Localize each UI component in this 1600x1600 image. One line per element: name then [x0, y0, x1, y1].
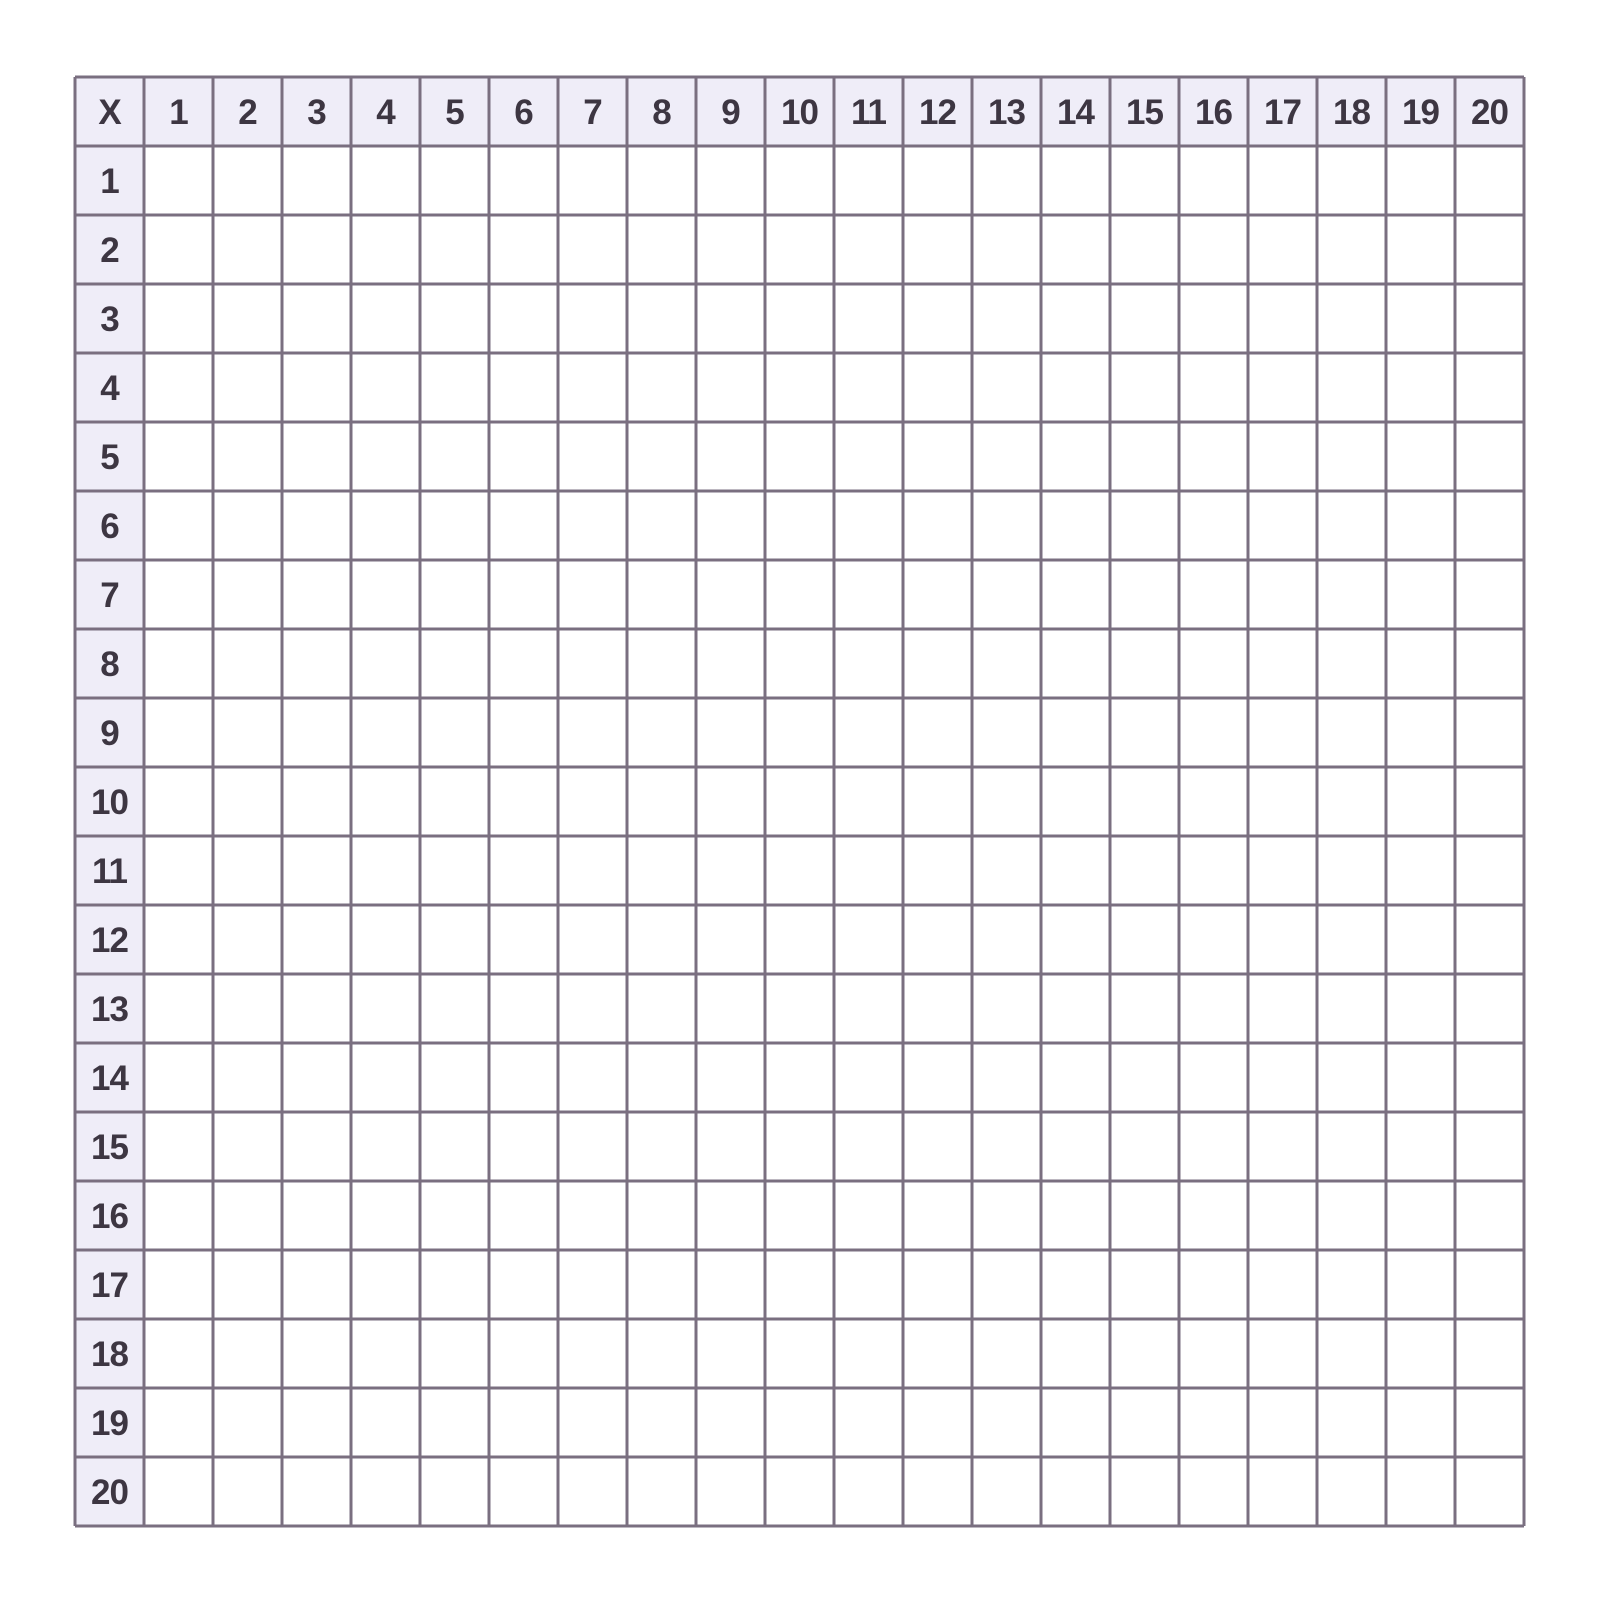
column-header: 13 — [988, 93, 1025, 132]
column-header: 4 — [376, 93, 396, 132]
row-header: 10 — [91, 783, 128, 822]
row-header: 4 — [100, 369, 120, 408]
row-header: 6 — [100, 507, 119, 546]
column-header: 17 — [1264, 93, 1301, 132]
row-header: 1 — [100, 162, 119, 201]
row-header: 9 — [100, 714, 119, 753]
header-row-bg — [75, 77, 1524, 146]
row-header: 12 — [91, 921, 128, 960]
column-header: 1 — [169, 93, 188, 132]
header-col-bg — [75, 77, 144, 1526]
row-header: 7 — [100, 576, 118, 615]
row-header: 8 — [100, 645, 119, 684]
column-header: 14 — [1057, 93, 1095, 132]
column-header: 16 — [1195, 93, 1232, 132]
row-header: 2 — [100, 231, 119, 270]
row-header: 13 — [91, 990, 128, 1029]
column-header: 19 — [1402, 93, 1439, 132]
corner-label: X — [98, 93, 122, 132]
row-header: 11 — [92, 852, 128, 891]
column-header: 9 — [721, 93, 740, 132]
column-header: 3 — [307, 93, 326, 132]
column-header: 15 — [1126, 93, 1163, 132]
row-header: 20 — [91, 1473, 128, 1512]
row-header: 5 — [100, 438, 119, 477]
column-header: 18 — [1333, 93, 1370, 132]
row-header: 17 — [91, 1266, 128, 1305]
column-header: 12 — [919, 93, 956, 132]
row-header: 14 — [91, 1059, 129, 1098]
row-header: 18 — [91, 1335, 128, 1374]
column-header: 6 — [514, 93, 533, 132]
row-header: 16 — [91, 1197, 128, 1236]
column-header: 20 — [1471, 93, 1508, 132]
row-header: 19 — [91, 1404, 128, 1443]
row-header: 15 — [91, 1128, 128, 1167]
row-header: 3 — [100, 300, 119, 339]
column-header: 8 — [652, 93, 671, 132]
column-header: 5 — [445, 93, 464, 132]
column-header: 2 — [238, 93, 257, 132]
column-header: 11 — [851, 93, 887, 132]
column-header: 10 — [781, 93, 818, 132]
column-header: 7 — [583, 93, 601, 132]
